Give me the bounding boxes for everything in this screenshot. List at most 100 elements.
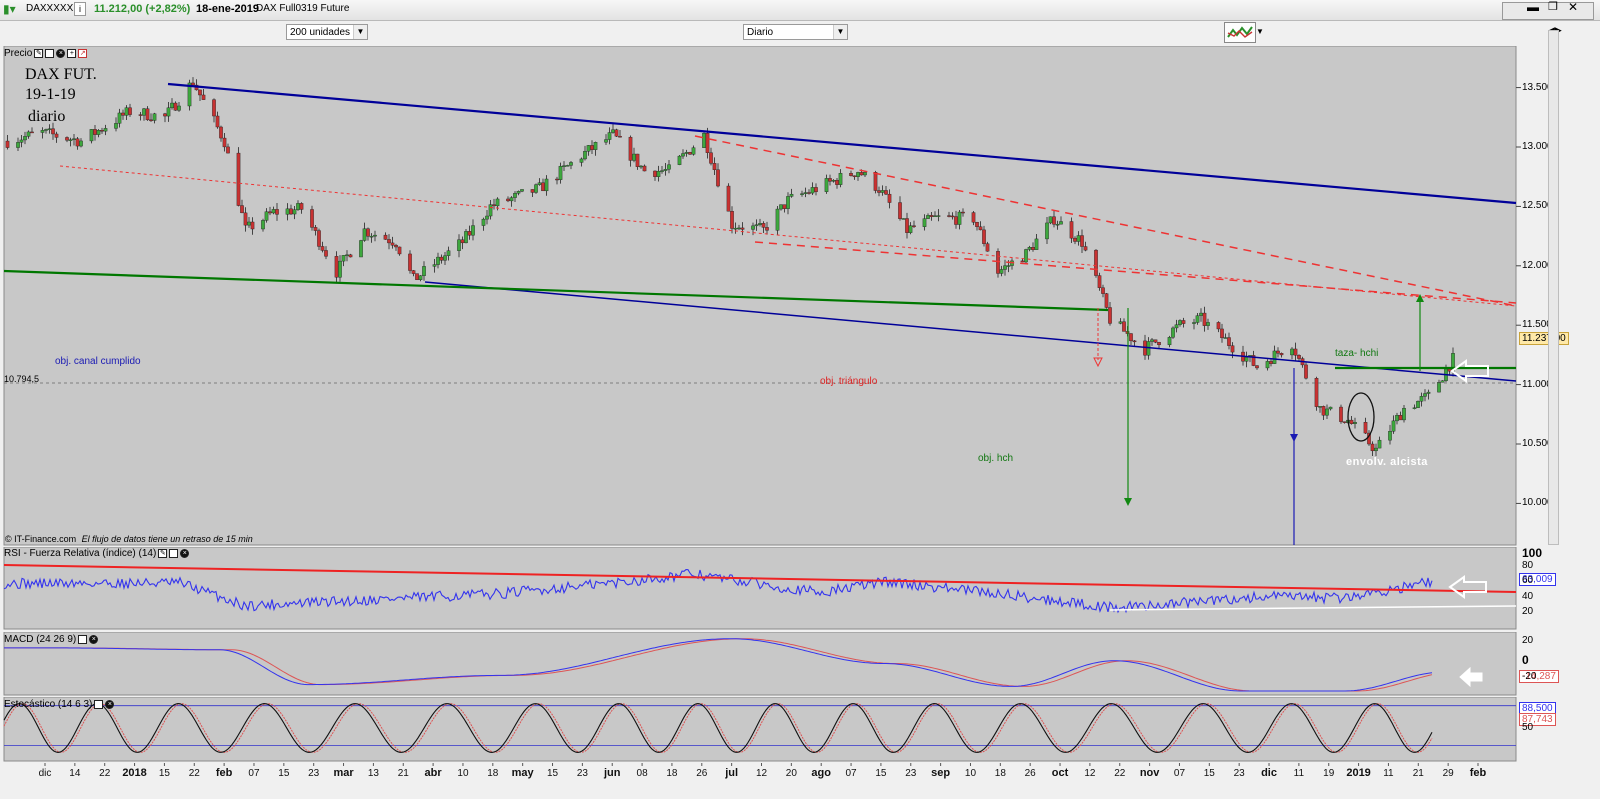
info-icon[interactable]: i [74, 2, 86, 16]
candle-body [373, 234, 377, 237]
chevron-down-icon: ▼ [833, 25, 847, 39]
candle-body [1265, 361, 1270, 369]
chart-type-icon[interactable]: ▮▾ [3, 2, 16, 16]
candle-body [509, 197, 514, 202]
wrench-icon[interactable]: ✎ [34, 49, 44, 58]
triangle-arrow-head [1093, 357, 1103, 368]
export-icon[interactable]: ↗ [78, 49, 88, 58]
time-tick-label: 14 [69, 768, 81, 779]
period-select[interactable]: Diario ▼ [743, 24, 848, 40]
macd-tick-label: -20 [1522, 671, 1537, 683]
candle-body [1073, 237, 1077, 242]
close-panel-icon[interactable]: × [180, 549, 190, 558]
close-icon[interactable]: ✕ [1568, 0, 1579, 14]
indicators-icon[interactable] [1224, 22, 1256, 43]
chart-note-date: 19-1-19 [25, 86, 76, 103]
close-panel-icon[interactable]: × [105, 700, 115, 709]
candle-body [1181, 320, 1186, 324]
candle-body [1094, 249, 1098, 276]
candle-body [310, 209, 314, 228]
minimize-icon[interactable]: ▬ [1527, 0, 1539, 14]
time-axis[interactable]: dic 14 22 2018 15 22 feb 07 15 23 mar 13 21 abr 10 18 ma… [0, 763, 1600, 799]
time-tick-label: 29 [1443, 768, 1455, 779]
rsi-hollow-arrow [1448, 575, 1487, 599]
candle-body [1069, 221, 1074, 239]
candle-body [1171, 327, 1175, 338]
candle-body [495, 198, 500, 207]
units-select-value: 200 unidades [290, 27, 351, 38]
triangle-lower-dashed [754, 241, 1517, 304]
rsi-support-line [1109, 605, 1517, 611]
restore-icon[interactable]: ❐ [1548, 1, 1558, 13]
price-tick-label: 12.500 [1522, 200, 1553, 212]
candle-body [1391, 420, 1396, 432]
close-panel-icon[interactable]: × [56, 49, 66, 58]
candle-body [681, 153, 685, 157]
candle-body [849, 173, 853, 176]
candle-body [908, 225, 913, 233]
source-label: © IT-Finance.com [5, 534, 77, 544]
wrench-icon[interactable]: ✎ [158, 549, 168, 558]
price-tick-label: 13.000 [1522, 140, 1553, 152]
candle-body [1244, 357, 1249, 362]
current-price-tag: 11.237,00 [1519, 332, 1569, 345]
time-tick-label: 12 [1084, 768, 1096, 779]
candle-body [271, 209, 276, 214]
indicators-dropdown-icon[interactable]: ▼ [1256, 27, 1264, 36]
window-icon[interactable] [45, 49, 55, 58]
candle-body [996, 251, 1000, 274]
candle-body [457, 239, 461, 251]
add-icon[interactable]: + [67, 49, 77, 58]
candle-body [72, 138, 76, 140]
chart-toolbar: 200 unidades ▼ Diario ▼ ▼ ◀▶ [0, 21, 1600, 45]
price-scrollbar[interactable] [1548, 30, 1559, 545]
candle-body [485, 215, 489, 220]
rsi-tick-label: 100 [1522, 546, 1543, 560]
stoch-d-line [3, 703, 1433, 753]
price-chart[interactable] [0, 46, 1600, 546]
green-support-line [3, 269, 1109, 312]
macd-chart[interactable] [0, 632, 1600, 696]
rsi-chart[interactable] [0, 547, 1600, 630]
candle-body [534, 184, 538, 193]
macd-panel-header: MACD (24 26 9) × [4, 634, 99, 645]
window-icon[interactable] [94, 700, 104, 709]
candle-body [1206, 322, 1210, 326]
candle-body [1150, 339, 1154, 342]
candle-body [936, 215, 941, 217]
candle-body [264, 211, 269, 221]
candle-body [1104, 293, 1109, 308]
time-tick-label: 20 [786, 768, 798, 779]
price-tick-label: 11.000 [1522, 378, 1552, 390]
candle-body [1374, 447, 1378, 452]
symbol-label[interactable]: DAXXXXX [26, 3, 74, 14]
candle-body [838, 173, 843, 185]
candle-body [590, 145, 594, 150]
candle-body [1122, 321, 1126, 332]
macd-signal-line [4, 638, 1433, 692]
time-tick-label: 21 [398, 768, 410, 779]
price-tick-label: 11.500 [1522, 319, 1552, 331]
candle-body [562, 165, 566, 167]
candle-body [243, 212, 248, 226]
candle-body [359, 240, 363, 258]
window-icon[interactable] [78, 635, 88, 644]
time-tick-label: 23 [308, 768, 320, 779]
candle-body [800, 193, 804, 195]
candle-body [957, 211, 962, 225]
window-icon[interactable] [169, 549, 179, 558]
stochastic-chart[interactable] [0, 697, 1600, 762]
candle-body [418, 275, 423, 280]
candle-body [1321, 406, 1326, 416]
candle-body [975, 222, 979, 227]
units-select[interactable]: 200 unidades ▼ [286, 24, 368, 40]
candle-body [880, 190, 885, 193]
candle-body [1101, 287, 1105, 294]
candle-body [705, 133, 710, 153]
candle-body [807, 192, 811, 194]
time-tick-label: 12 [756, 768, 768, 779]
rsi-tick-label: 60 [1522, 575, 1534, 587]
time-tick-label: 11 [1383, 768, 1394, 779]
close-panel-icon[interactable]: × [89, 635, 99, 644]
candle-body [737, 227, 741, 230]
